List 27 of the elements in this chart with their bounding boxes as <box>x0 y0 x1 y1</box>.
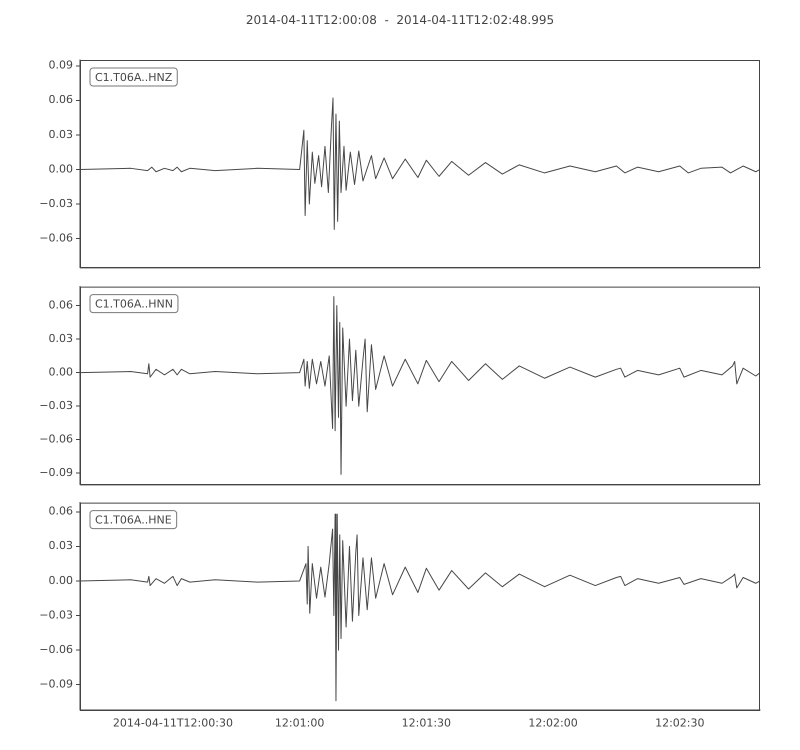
text: C1.T06A..HNE <box>95 514 172 527</box>
text: C1.T06A..HNZ <box>95 70 173 84</box>
y-tick-label: −0.09 <box>39 678 73 691</box>
x-tick-label: 12:01:30 <box>402 716 452 730</box>
x-tick-label: 12:02:30 <box>655 716 704 730</box>
y-tick-label: 0.09 <box>48 58 73 72</box>
text: C1.T06A..HNN <box>95 297 173 310</box>
y-tick-label: −0.03 <box>39 196 73 210</box>
y-tick-label: −0.06 <box>39 231 73 244</box>
y-tick-label: −0.09 <box>39 466 73 479</box>
y-tick-label: 0.06 <box>48 505 73 518</box>
x-tick-label: 12:01:00 <box>274 716 324 730</box>
y-tick-label: 0.06 <box>48 93 73 106</box>
y-tick-label: 0.03 <box>48 128 73 141</box>
y-tick-label: 0.00 <box>48 574 73 588</box>
y-tick-label: 0.00 <box>48 365 73 378</box>
y-tick-label: 0.06 <box>48 298 73 312</box>
y-tick-label: 0.03 <box>48 540 73 553</box>
y-tick-label: −0.06 <box>39 432 73 446</box>
y-tick-label: 0.00 <box>48 162 73 176</box>
chart-title: 2014-04-11T12:00:08 - 2014-04-11T12:02:48.995 <box>244 13 556 27</box>
y-tick-label: −0.03 <box>39 608 73 622</box>
x-tick-label: 2014-04-11T12:00:30 <box>112 716 233 730</box>
y-tick-label: 0.03 <box>48 332 73 345</box>
x-tick-label: 12:02:00 <box>528 716 578 730</box>
y-tick-label: −0.06 <box>39 643 73 656</box>
y-tick-label: −0.03 <box>39 398 73 412</box>
